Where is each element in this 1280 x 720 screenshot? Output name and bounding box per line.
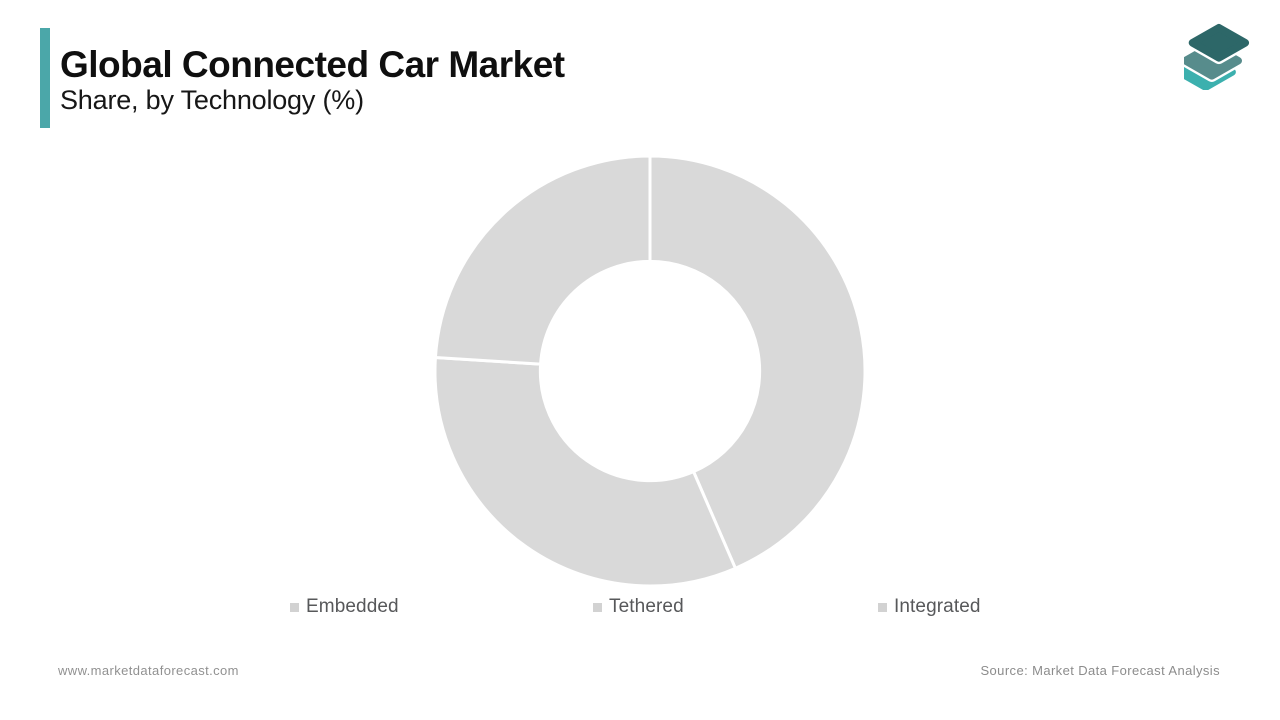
legend-marker: [878, 602, 887, 612]
title-accent-bar: [40, 28, 50, 128]
donut-slice-tethered: [433, 356, 737, 588]
legend-label: Integrated: [894, 596, 981, 617]
legend-marker: [290, 602, 299, 612]
logo-layer-top-icon: [1188, 23, 1250, 62]
legend-label: Tethered: [609, 596, 684, 617]
legend-label: Embedded: [306, 596, 399, 617]
legend-marker: [593, 602, 602, 612]
market-data-forecast-logo: [1184, 22, 1250, 90]
legend-item-integrated: Integrated: [878, 595, 981, 619]
page-title: Global Connected Car Market: [60, 44, 565, 85]
donut-chart: [433, 154, 867, 588]
donut-slice-embedded: [648, 154, 867, 570]
donut-slice-integrated: [433, 154, 652, 366]
website-url: www.marketdataforecast.com: [58, 663, 239, 678]
source-attribution: Source: Market Data Forecast Analysis: [980, 663, 1220, 678]
page-subtitle: Share, by Technology (%): [60, 85, 364, 115]
legend-item-tethered: Tethered: [593, 595, 684, 619]
legend-item-embedded: Embedded: [290, 595, 399, 619]
